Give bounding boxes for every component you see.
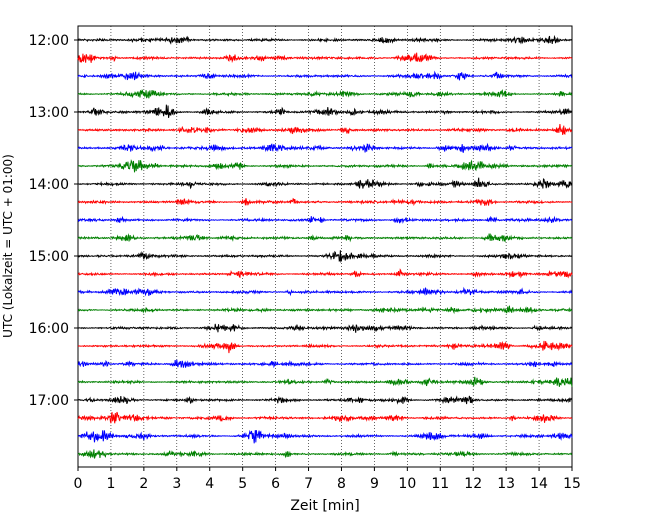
plot-frame (77, 25, 573, 468)
seismic-trace (77, 34, 573, 45)
x-tick-label: 4 (205, 476, 214, 492)
trace-layer (77, 34, 573, 459)
x-tick-label: 11 (431, 476, 449, 492)
seismic-trace (77, 449, 573, 459)
seismic-trace (77, 286, 573, 297)
seismic-trace (77, 268, 573, 279)
x-tick-label: 0 (74, 476, 83, 492)
x-tick-label: 6 (271, 476, 280, 492)
seismic-trace (77, 159, 573, 173)
x-tick-label: 5 (238, 476, 247, 492)
x-tick-label: 1 (106, 476, 115, 492)
x-tick-label: 15 (563, 476, 581, 492)
seismic-trace (77, 70, 573, 81)
seismic-trace (77, 104, 573, 118)
x-tick-label: 8 (337, 476, 346, 492)
seismic-trace (77, 215, 573, 224)
x-tick-label: 3 (172, 476, 181, 492)
seismic-trace (77, 359, 573, 369)
x-tick-label: 14 (530, 476, 548, 492)
x-axis-ticks: 0 1 2 3 4 5 6 7 8 9 10 11 12 13 14 15 (74, 467, 581, 492)
y-tick-label: 16:00 (29, 321, 69, 337)
seismic-trace (77, 395, 573, 405)
seismic-trace (77, 52, 573, 64)
seismic-trace (77, 411, 573, 424)
seismic-trace (77, 177, 573, 190)
y-axis-title: UTC (Lokalzeit = UTC + 01:00) (1, 154, 15, 338)
x-axis-title: Zeit [min] (290, 498, 359, 514)
seismic-trace (77, 340, 573, 354)
x-tick-label: 10 (398, 476, 416, 492)
x-tick-label: 13 (497, 476, 515, 492)
y-tick-label: 13:00 (29, 105, 69, 121)
seismic-trace (77, 376, 573, 387)
y-tick-label: 14:00 (29, 177, 69, 193)
seismic-trace (77, 305, 573, 315)
seismic-trace (77, 323, 573, 333)
x-tick-label: 2 (139, 476, 148, 492)
seismic-trace (77, 142, 573, 153)
seismic-trace (77, 88, 573, 99)
seismic-trace (77, 123, 573, 135)
y-axis-ticks: 12:00 13:00 14:00 15:00 16:00 17:00 (29, 33, 78, 409)
x-tick-label: 7 (304, 476, 313, 492)
seismic-trace (77, 250, 573, 264)
seismic-trace (77, 197, 573, 207)
y-tick-label: 12:00 (29, 33, 69, 49)
seismic-trace (77, 232, 573, 243)
seismic-trace (77, 429, 573, 444)
y-tick-label: 15:00 (29, 249, 69, 265)
x-tick-label: 9 (370, 476, 379, 492)
x-tick-label: 12 (464, 476, 482, 492)
y-tick-label: 17:00 (29, 393, 69, 409)
